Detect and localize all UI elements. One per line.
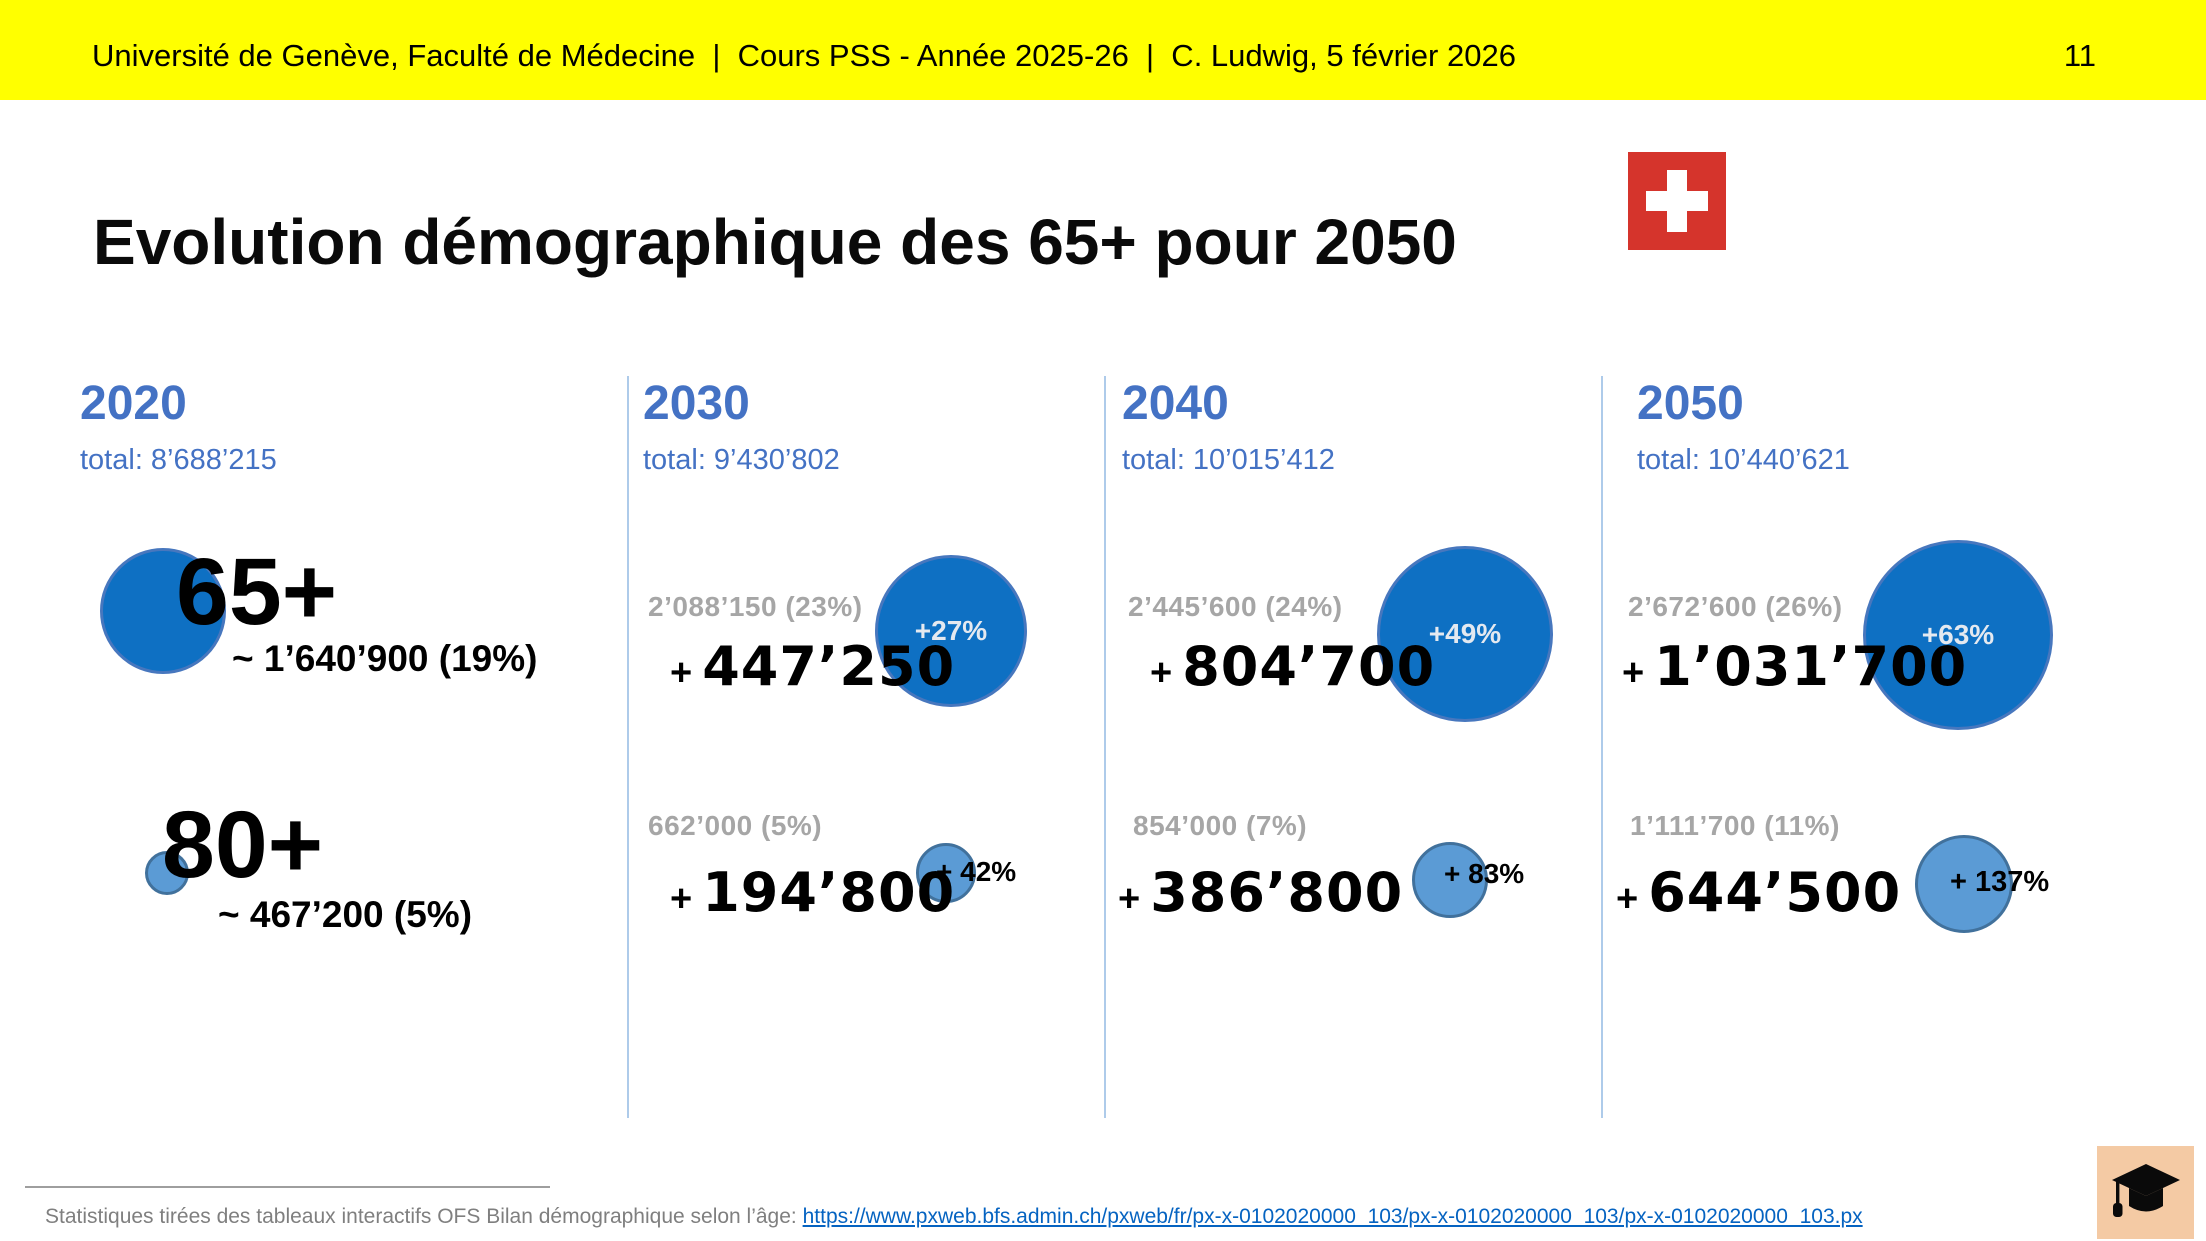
page-title: Evolution démographique des 65+ pour 205… — [93, 205, 1457, 278]
increase-number: 804’700 — [1182, 635, 1436, 698]
increase-number: 1’031’700 — [1654, 635, 1968, 698]
footer-source-text: Statistiques tirées des tableaux interac… — [45, 1205, 803, 1228]
flag-cross-horizontal — [1646, 191, 1708, 211]
group-label-80plus: 80+ — [162, 792, 324, 898]
bubble-65plus-2050: +63% — [1863, 540, 2053, 730]
plus-sign: + — [1118, 878, 1141, 920]
value-80plus-2020: ~ 467’200 (5%) — [218, 894, 473, 935]
header-text: Université de Genève, Faculté de Médecin… — [92, 38, 1516, 73]
bubble-65plus-2040: +49% — [1377, 546, 1553, 722]
current-65plus-2050: 2’672’600 (26%) — [1628, 591, 1843, 622]
footer-divider — [25, 1186, 550, 1188]
increase-65plus-2050: + 1’031’700 — [1622, 640, 1967, 694]
current-80plus-2040: 854’000 (7%) — [1133, 810, 1308, 841]
increase-pct-80plus-2040: + 83% — [1444, 858, 1525, 889]
plus-sign: + — [1150, 652, 1173, 694]
increase-80plus-2050: + 644’500 — [1616, 866, 1901, 920]
current-80plus-2050: 1’111’700 (11%) — [1630, 810, 1840, 841]
current-65plus-2030: 2’088’150 (23%) — [648, 591, 863, 622]
total-2050: total: 10’440’621 — [1637, 444, 1850, 476]
bubble-80plus-2020 — [145, 851, 189, 895]
column-divider — [1104, 376, 1106, 1118]
swiss-flag-icon — [1628, 152, 1726, 250]
plus-sign: + — [1622, 652, 1645, 694]
increase-80plus-2030: + 194’800 — [670, 866, 955, 920]
increase-number: 194’800 — [702, 861, 956, 924]
year-label-2020: 2020 — [80, 377, 187, 430]
group-label-65plus: 65+ — [176, 539, 338, 645]
bubble-65plus-2030: +27% — [875, 555, 1027, 707]
year-label-2050: 2050 — [1637, 377, 1744, 430]
footer-source: Statistiques tirées des tableaux interac… — [45, 1203, 1863, 1230]
bubble-80plus-2050 — [1915, 835, 2013, 933]
current-80plus-2030: 662’000 (5%) — [648, 810, 823, 841]
increase-number: 447’250 — [702, 635, 956, 698]
plus-sign: + — [670, 652, 693, 694]
year-label-2040: 2040 — [1122, 377, 1229, 430]
increase-pct-65plus-2030: +27% — [914, 615, 988, 646]
total-2040: total: 10’015’412 — [1122, 444, 1335, 476]
plus-sign: + — [670, 878, 693, 920]
header-bar: Université de Genève, Faculté de Médecin… — [0, 0, 2206, 100]
column-divider — [627, 376, 629, 1118]
page-number: 11 — [2063, 38, 2096, 73]
increase-pct-65plus-2040: +49% — [1428, 618, 1502, 649]
value-65plus-2020: ~ 1’640’900 (19%) — [232, 638, 538, 679]
graduation-cap-icon — [2111, 1163, 2180, 1217]
increase-65plus-2030: + 447’250 — [670, 640, 955, 694]
bubble-80plus-2040 — [1412, 842, 1488, 918]
current-65plus-2040: 2’445’600 (24%) — [1128, 591, 1343, 622]
footer-source-link[interactable]: https://www.pxweb.bfs.admin.ch/pxweb/fr/… — [802, 1205, 1863, 1228]
increase-65plus-2040: + 804’700 — [1150, 640, 1435, 694]
increase-pct-80plus-2050: + 137% — [1950, 866, 2050, 898]
graduation-cap-tile — [2094, 1146, 2194, 1239]
column-divider — [1601, 376, 1603, 1118]
total-2030: total: 9’430’802 — [643, 444, 840, 476]
increase-80plus-2040: + 386’800 — [1118, 866, 1403, 920]
year-label-2030: 2030 — [643, 377, 750, 430]
increase-number: 386’800 — [1150, 861, 1404, 924]
total-2020: total: 8’688’215 — [80, 444, 277, 476]
bubble-80plus-2030 — [916, 843, 976, 903]
plus-sign: + — [1616, 878, 1639, 920]
increase-pct-80plus-2030: + 42% — [936, 856, 1017, 887]
increase-number: 644’500 — [1648, 861, 1902, 924]
increase-pct-65plus-2050: +63% — [1921, 619, 1995, 650]
bubble-65plus-2020 — [100, 548, 226, 674]
